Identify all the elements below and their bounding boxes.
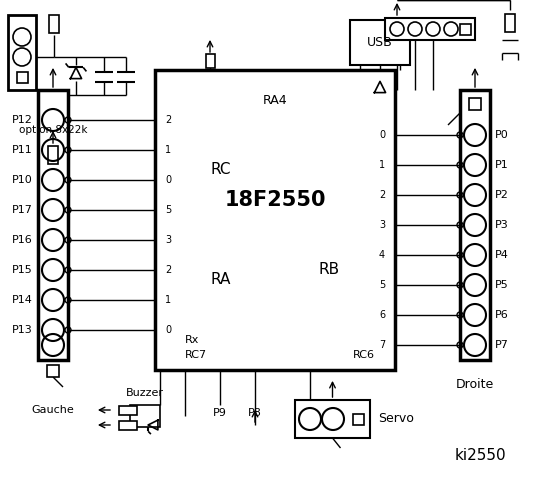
Text: P14: P14 bbox=[12, 295, 33, 305]
Bar bbox=[130, 405, 160, 427]
Text: 18F2550: 18F2550 bbox=[225, 190, 326, 210]
Text: P11: P11 bbox=[12, 145, 33, 155]
Text: Gauche: Gauche bbox=[32, 405, 74, 415]
Text: 5: 5 bbox=[379, 280, 385, 290]
Text: P7: P7 bbox=[495, 340, 509, 350]
Bar bbox=[38, 90, 68, 360]
Bar bbox=[505, 14, 515, 32]
Text: P6: P6 bbox=[495, 310, 509, 320]
Bar bbox=[17, 72, 28, 83]
Bar bbox=[385, 18, 475, 40]
Bar bbox=[460, 24, 471, 35]
Text: RC: RC bbox=[210, 163, 231, 178]
Bar bbox=[155, 70, 395, 370]
Text: USB: USB bbox=[367, 36, 393, 49]
Text: Buzzer: Buzzer bbox=[126, 388, 164, 398]
Text: RA4: RA4 bbox=[263, 94, 288, 107]
Text: RC7: RC7 bbox=[185, 350, 207, 360]
Bar bbox=[8, 15, 36, 90]
Bar bbox=[469, 98, 481, 110]
Bar bbox=[119, 420, 137, 430]
Text: 0: 0 bbox=[379, 130, 385, 140]
Text: Rx: Rx bbox=[185, 335, 200, 345]
Text: P2: P2 bbox=[495, 190, 509, 200]
Text: P4: P4 bbox=[495, 250, 509, 260]
Text: P16: P16 bbox=[12, 235, 33, 245]
Text: 1: 1 bbox=[165, 145, 171, 155]
Bar bbox=[47, 365, 59, 377]
Text: 1: 1 bbox=[165, 295, 171, 305]
Text: P5: P5 bbox=[495, 280, 509, 290]
Text: 4: 4 bbox=[379, 250, 385, 260]
Bar bbox=[295, 400, 370, 438]
Text: 2: 2 bbox=[165, 265, 171, 275]
Text: Servo: Servo bbox=[378, 412, 414, 425]
Text: P10: P10 bbox=[12, 175, 33, 185]
Text: RB: RB bbox=[319, 263, 340, 277]
Bar bbox=[350, 20, 410, 65]
Text: Droite: Droite bbox=[456, 379, 494, 392]
Bar bbox=[119, 406, 137, 415]
Text: 6: 6 bbox=[379, 310, 385, 320]
Text: P8: P8 bbox=[248, 408, 262, 418]
Text: option 8x22k: option 8x22k bbox=[19, 125, 87, 135]
Text: P3: P3 bbox=[495, 220, 509, 230]
Text: 0: 0 bbox=[165, 325, 171, 335]
Text: 2: 2 bbox=[165, 115, 171, 125]
Text: RA: RA bbox=[210, 273, 231, 288]
Bar bbox=[460, 90, 490, 360]
Text: P0: P0 bbox=[495, 130, 509, 140]
Text: 0: 0 bbox=[165, 175, 171, 185]
Text: ki2550: ki2550 bbox=[454, 447, 506, 463]
Text: 1: 1 bbox=[379, 160, 385, 170]
Bar bbox=[49, 15, 59, 33]
Text: 5: 5 bbox=[165, 205, 171, 215]
Text: P17: P17 bbox=[12, 205, 33, 215]
Text: P9: P9 bbox=[213, 408, 227, 418]
Text: P12: P12 bbox=[12, 115, 33, 125]
Bar bbox=[206, 54, 215, 68]
Text: P15: P15 bbox=[12, 265, 33, 275]
Text: P1: P1 bbox=[495, 160, 509, 170]
Text: 2: 2 bbox=[379, 190, 385, 200]
Bar bbox=[48, 146, 58, 164]
Bar bbox=[352, 413, 363, 424]
Text: 7: 7 bbox=[379, 340, 385, 350]
Text: 3: 3 bbox=[379, 220, 385, 230]
Text: RC6: RC6 bbox=[353, 350, 375, 360]
Text: 3: 3 bbox=[165, 235, 171, 245]
Text: P13: P13 bbox=[12, 325, 33, 335]
